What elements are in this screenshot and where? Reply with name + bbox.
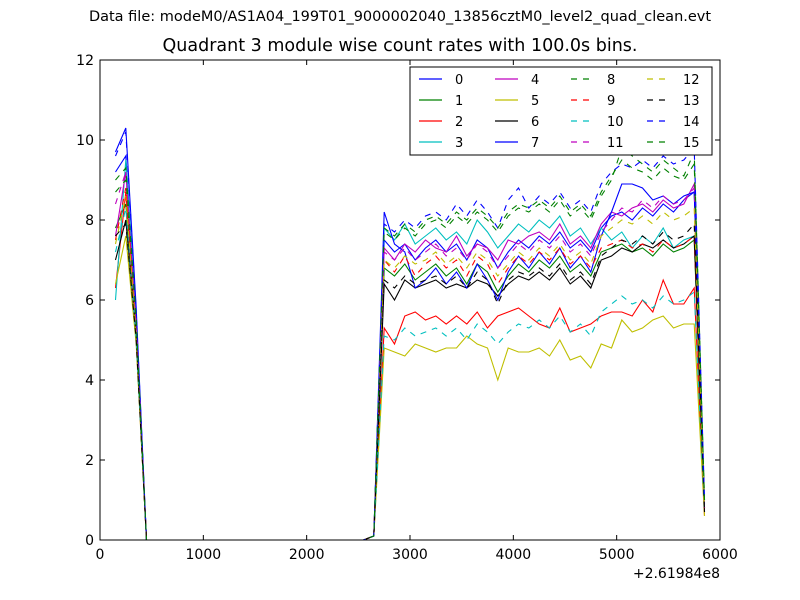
y-tick-label: 4 (85, 373, 94, 389)
series-layer (114, 127, 706, 541)
x-offset-label: +2.61984e8 (633, 566, 720, 582)
x-tick-label: 4000 (496, 547, 532, 563)
legend-label-3: 3 (455, 136, 463, 151)
x-tick-label: 0 (96, 547, 105, 563)
y-tick-label: 0 (85, 533, 94, 549)
series-line-11 (114, 171, 706, 541)
legend-label-12: 12 (683, 73, 700, 88)
legend-label-4: 4 (531, 73, 539, 88)
legend-label-10: 10 (607, 115, 624, 130)
x-tick-label: 6000 (702, 547, 738, 563)
series-line-4 (114, 171, 706, 541)
legend-label-8: 8 (607, 73, 615, 88)
y-tick-label: 12 (76, 53, 94, 69)
series-line-8 (115, 147, 706, 541)
legend-label-15: 15 (683, 136, 700, 151)
axes-layer: 0 1000 2000 3000 4000 5000 6000024681012+2.619… (76, 53, 738, 582)
x-tick-label: 2000 (289, 547, 325, 563)
legend-label-1: 1 (455, 94, 463, 109)
legend-label-9: 9 (607, 94, 615, 109)
series-line-6 (114, 219, 706, 541)
y-tick-label: 8 (85, 213, 94, 229)
legend-box (409, 66, 713, 156)
series-line-0 (115, 154, 706, 541)
series-line-5 (114, 235, 706, 541)
series-line-12 (114, 195, 706, 541)
legend-label-14: 14 (683, 115, 700, 130)
legend-label-5: 5 (531, 94, 539, 109)
series-line-10 (114, 207, 706, 541)
y-tick-label: 2 (85, 453, 94, 469)
legend-label-13: 13 (683, 94, 700, 109)
series-line-2 (114, 191, 706, 541)
series-line-1 (114, 203, 706, 541)
chart-title: Quadrant 3 module wise count rates with … (162, 36, 638, 56)
x-tick-label: 5000 (599, 547, 635, 563)
x-tick-label: 1000 (186, 547, 222, 563)
legend-label-7: 7 (531, 136, 539, 151)
y-tick-label: 10 (76, 133, 94, 149)
legend-label-2: 2 (455, 115, 463, 130)
figure-suptitle: Data file: modeM0/AS1A04_199T01_90000020… (88, 9, 712, 25)
y-tick-label: 6 (85, 293, 94, 309)
legend-label-6: 6 (531, 115, 539, 130)
series-line-14 (114, 131, 706, 541)
legend-label-11: 11 (607, 136, 624, 151)
x-tick-label: 3000 (392, 547, 428, 563)
series-line-15 (115, 159, 706, 541)
series-line-7 (114, 127, 706, 541)
series-line-13 (115, 222, 706, 541)
legend-label-0: 0 (455, 73, 463, 88)
series-line-9 (114, 187, 706, 541)
